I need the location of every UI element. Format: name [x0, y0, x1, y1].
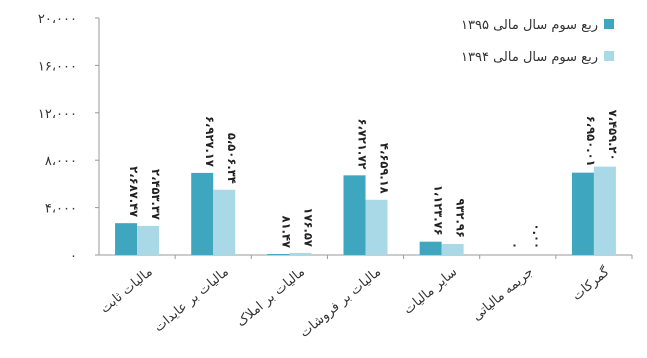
- data-label: ۶،۹۵۰.۰۱: [584, 116, 598, 167]
- legend-swatch: [604, 51, 614, 61]
- bar-series-1: [267, 254, 290, 255]
- data-label: ۰.۰۰: [530, 224, 544, 249]
- bar-series-2: [593, 166, 616, 255]
- data-label: ۱،۱۲۳.۷۶: [432, 185, 446, 236]
- legend-swatch: [604, 19, 614, 29]
- data-label: ۶،۷۲۱.۷۲: [356, 118, 370, 169]
- bar-series-2: [365, 199, 388, 255]
- data-label: ۴،۶۵۹.۱۸: [378, 143, 392, 194]
- category-label: گمرکات: [569, 263, 613, 304]
- data-label: ۶،۹۲۷.۱۷: [203, 116, 217, 167]
- bar-series-1: [571, 172, 594, 255]
- category-label: سایر مالیات: [401, 265, 460, 318]
- legend-label: ربع سوم سال مالی ۱۳۹۴: [461, 50, 598, 65]
- data-label: ۰: [508, 242, 522, 249]
- data-label: ۸۱.۴۷: [279, 216, 293, 248]
- category-label: مالیات ثابت: [98, 265, 156, 317]
- data-label: ۲،۴۵۳.۳۷: [149, 169, 163, 220]
- category-label: مالیات بر فروشات: [297, 265, 384, 341]
- bar-series-1: [419, 241, 442, 255]
- y-tick-label: ۱۶،۰۰۰: [38, 59, 77, 74]
- category-label: مالیات بر املاک: [234, 265, 308, 331]
- y-tick-label: ۱۲،۰۰۰: [38, 107, 77, 122]
- data-label: ۷،۴۵۹.۲۰: [606, 110, 620, 161]
- y-tick-label: ۴،۰۰۰: [45, 202, 77, 217]
- y-tick-label: ۲۰،۰۰۰: [38, 12, 77, 27]
- bar-series-2: [213, 189, 236, 255]
- category-label: جریمه مالیاتی: [470, 265, 537, 324]
- y-tick-label: ۸،۰۰۰: [45, 154, 77, 169]
- data-label: ۱۷۶.۵۷: [301, 207, 315, 246]
- data-label: ۹۳۲.۹۶: [454, 198, 468, 237]
- bar-series-2: [441, 243, 464, 255]
- category-label: مالیات بر عایدات: [152, 265, 232, 336]
- data-label: ۵،۵۰۶.۳۴: [225, 133, 239, 184]
- bar-series-1: [343, 175, 366, 255]
- y-tick-label: ۰: [70, 249, 77, 264]
- bar-series-2: [289, 252, 312, 255]
- bar-series-2: [137, 225, 160, 255]
- bar-series-1: [191, 172, 214, 255]
- legend-label: ربع سوم سال مالی ۱۳۹۵: [461, 18, 598, 33]
- bar-series-1: [115, 223, 138, 255]
- data-label: ۲،۶۸۷.۴۷: [127, 166, 141, 217]
